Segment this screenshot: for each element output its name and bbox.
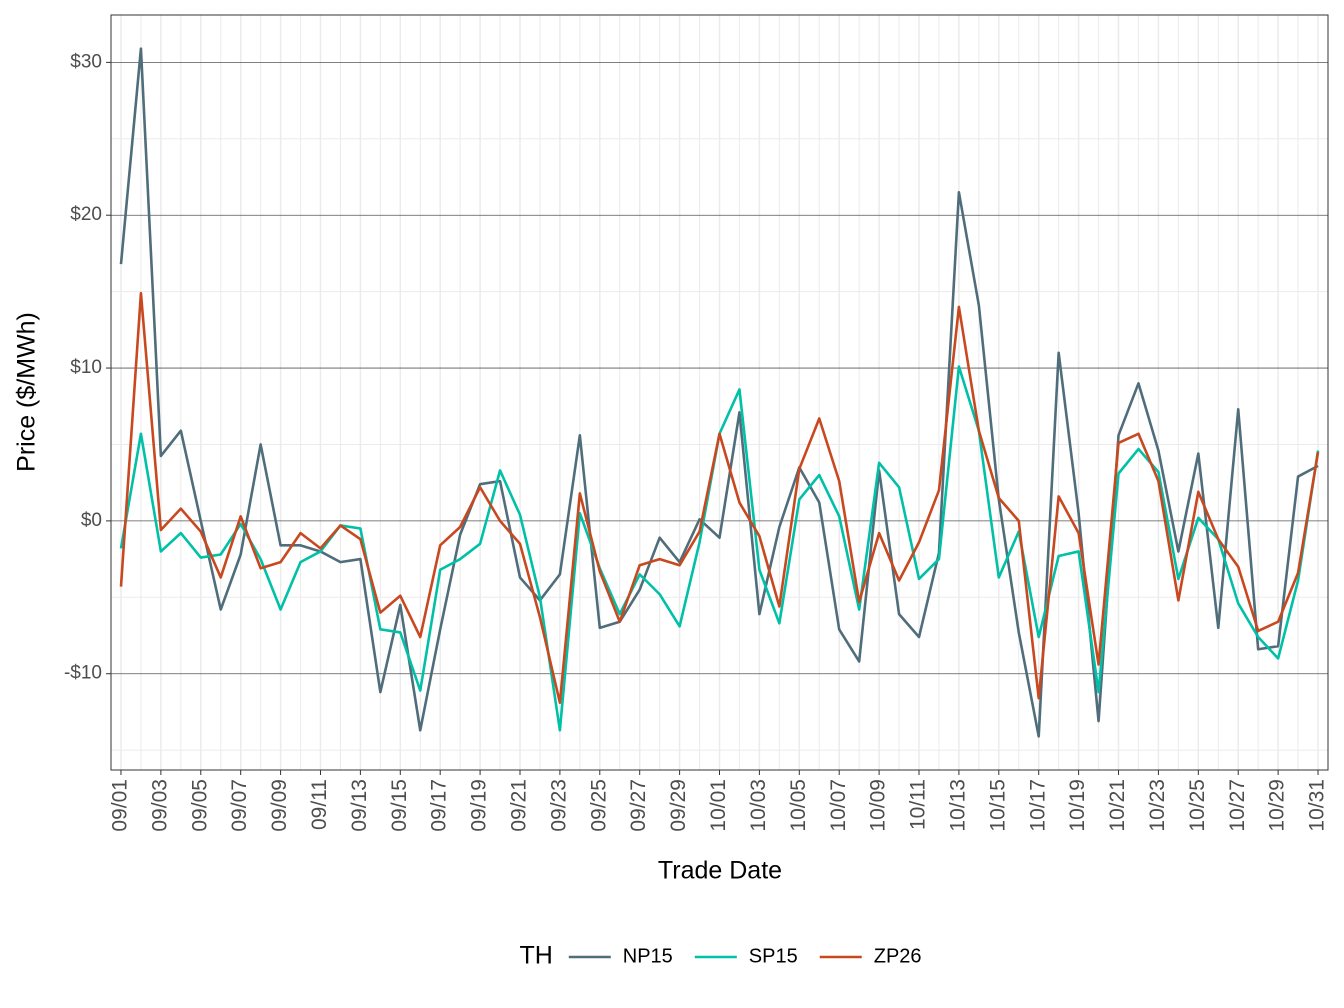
x-tick-label: 09/21 [508,779,531,832]
x-tick-label: 09/09 [268,779,291,832]
x-tick-label: 10/05 [787,779,810,832]
plot-border [110,14,1329,771]
x-tick-label: 10/23 [1146,779,1169,832]
x-tick-label: 10/19 [1066,779,1089,832]
x-tick-label: 09/11 [308,779,331,830]
legend-label: ZP26 [874,945,922,967]
x-tick-label: 09/07 [228,779,251,832]
x-tick-label: 10/29 [1266,779,1289,832]
x-tick-label: 10/15 [986,779,1009,832]
x-tick-label: 10/21 [1106,779,1129,832]
y-tick-label: -$10 [64,663,102,684]
x-tick-label: 09/25 [587,779,610,832]
x-tick-label: 10/31 [1306,779,1329,832]
legend-label: NP15 [623,945,673,967]
x-tick-label: 10/17 [1026,779,1049,832]
x-tick-label: 09/27 [627,779,650,832]
y-axis-title: Price ($/MWh) [13,312,41,472]
legend-label: SP15 [749,945,798,967]
y-tick-label: $30 [70,51,102,72]
x-tick-label: 10/03 [747,779,770,832]
x-tick-label: 10/11 [907,779,930,830]
x-tick-label: 09/05 [188,779,211,832]
x-tick-label: 10/07 [827,779,850,832]
x-tick-label: 10/01 [707,779,730,832]
x-tick-label: 10/09 [867,779,890,832]
x-tick-label: 09/01 [109,779,132,832]
x-tick-label: 09/03 [148,779,171,832]
x-tick-label: 09/23 [547,779,570,832]
legend-title: TH [519,942,552,970]
x-tick-label: 09/13 [348,779,371,832]
series-line [119,291,1320,705]
x-tick-label: 09/19 [468,779,491,832]
y-tick-label: $20 [70,204,102,225]
x-tick-label: 10/25 [1186,779,1209,832]
x-tick-label: 09/15 [388,779,411,832]
x-tick-label: 10/13 [946,779,969,832]
x-axis-title: Trade Date [658,857,782,885]
y-tick-label: $0 [81,510,102,531]
x-tick-label: 10/27 [1226,779,1249,832]
x-tick-label: 09/29 [667,779,690,832]
y-tick-label: $10 [70,357,102,378]
x-tick-label: 09/17 [428,779,451,832]
